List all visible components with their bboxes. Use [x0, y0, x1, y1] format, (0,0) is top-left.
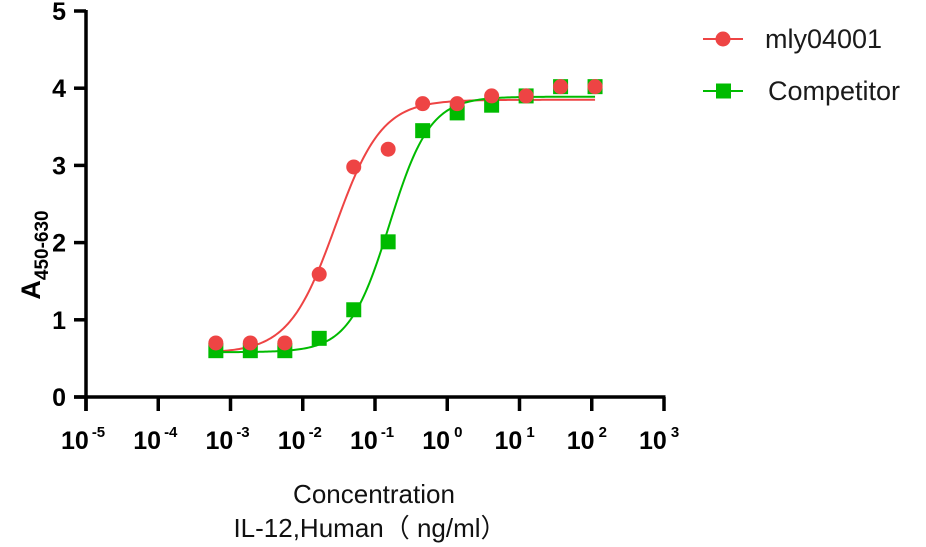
- data-point-mly04001: [415, 96, 431, 112]
- y-tick-label: 3: [52, 152, 66, 180]
- x-tick-label: 10 0: [422, 424, 462, 455]
- data-points: [208, 79, 603, 359]
- data-point-mly04001: [346, 159, 362, 175]
- x-tick-label: 10 2: [567, 424, 607, 455]
- data-point-competitor: [311, 330, 327, 346]
- data-point-competitor: [380, 234, 396, 250]
- data-point-mly04001: [311, 266, 327, 282]
- data-point-mly04001: [380, 141, 396, 157]
- data-point-competitor: [415, 123, 431, 139]
- y-tick-label: 4: [52, 75, 66, 103]
- fit-curve-mly04001: [215, 98, 596, 353]
- x-tick-label: 10 3: [639, 424, 679, 455]
- fit-curve-competitor: [215, 95, 596, 354]
- data-point-mly04001: [277, 335, 293, 351]
- legend-item-mly04001: mly04001: [703, 24, 882, 54]
- x-tick-label: 10 -5: [61, 424, 105, 455]
- x-tick-label: 10 -3: [206, 424, 250, 455]
- legend-item-competitor: Competitor: [703, 76, 900, 106]
- axes: 0 1 2 3 4 5 10 -5 10 -4 10 -3 10 -2 10 -1 10 0 10 1 10 2 10 3: [52, 0, 679, 455]
- data-point-mly04001: [484, 88, 500, 104]
- y-tick-label: 2: [52, 230, 66, 258]
- legend-square-marker: [716, 83, 731, 99]
- data-point-mly04001: [208, 335, 224, 351]
- x-tick-label: 10 -2: [278, 424, 322, 455]
- legend-circle-marker: [715, 31, 731, 47]
- x-axis-label-line2: IL-12,Human（ ng/ml）: [233, 513, 506, 543]
- y-axis-label: A450-630: [16, 210, 53, 299]
- x-tick-label: 10 -1: [350, 424, 394, 455]
- x-axis-label-line1: Concentration: [293, 479, 455, 509]
- legend-label: mly04001: [765, 24, 882, 54]
- y-tick-label: 0: [52, 384, 66, 412]
- data-point-mly04001: [449, 96, 465, 112]
- data-point-mly04001: [242, 335, 258, 351]
- data-point-mly04001: [553, 79, 569, 95]
- x-tick-label: 10 -4: [133, 424, 178, 455]
- x-tick-label: 10 1: [495, 424, 535, 455]
- legend: mly04001 Competitor: [703, 24, 900, 106]
- data-point-mly04001: [587, 79, 603, 95]
- y-tick-label: 5: [52, 0, 66, 26]
- data-point-mly04001: [518, 88, 534, 104]
- legend-label: Competitor: [768, 76, 900, 106]
- y-tick-label: 1: [52, 307, 66, 335]
- data-point-competitor: [346, 302, 362, 318]
- fit-curves: [215, 95, 596, 354]
